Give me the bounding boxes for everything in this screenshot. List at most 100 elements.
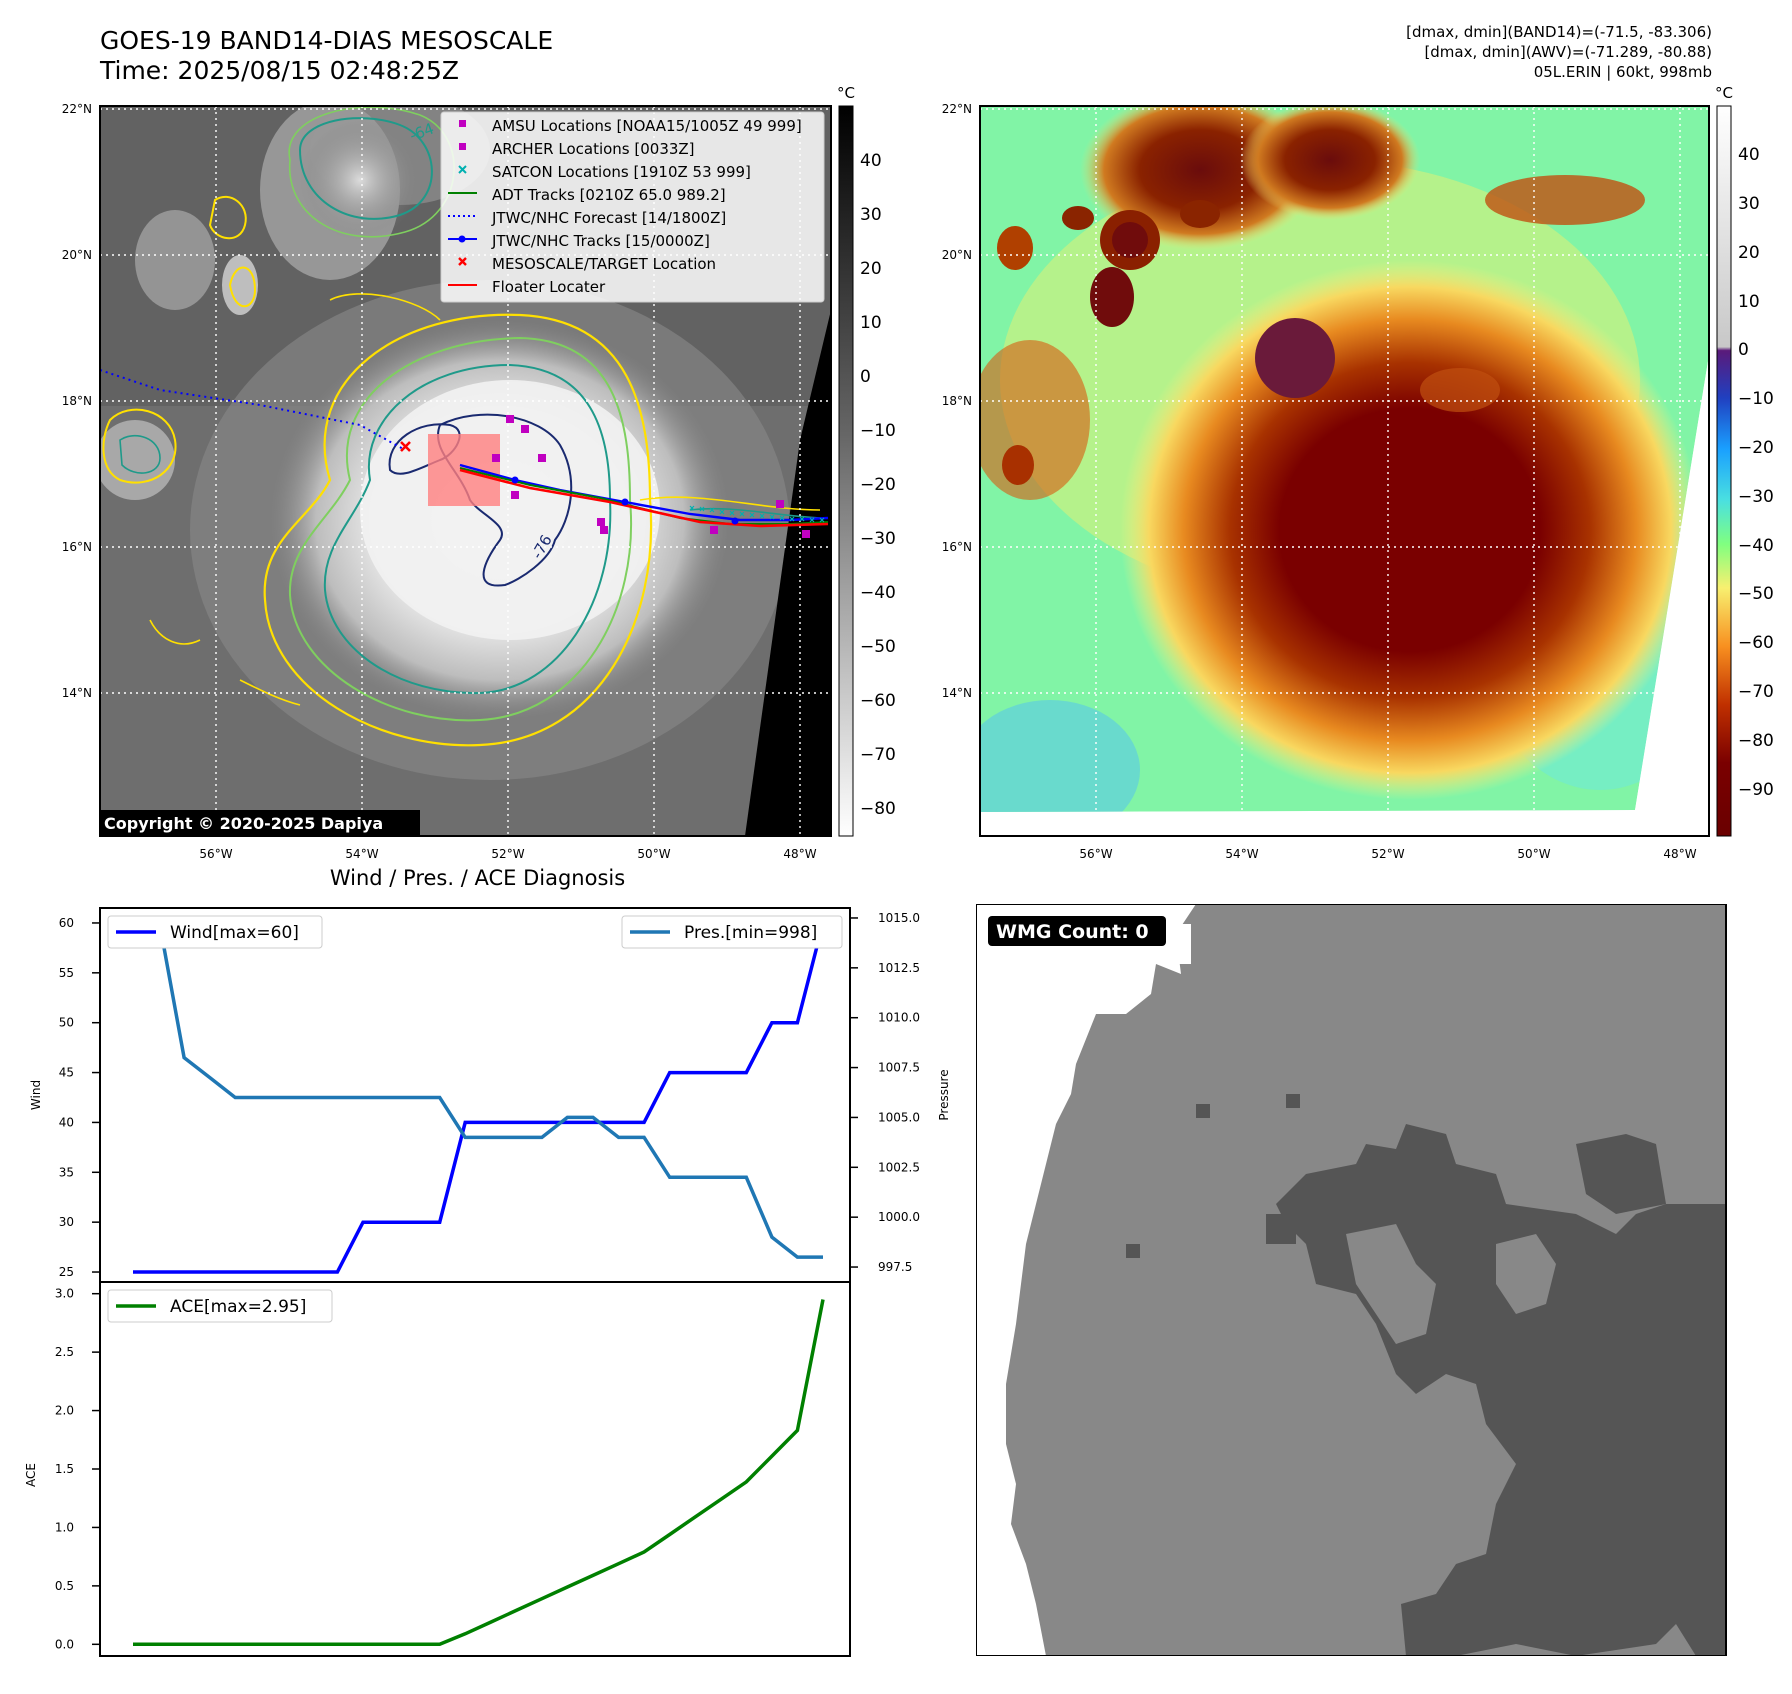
awv-gridlines [980,106,1709,812]
copyright-box [100,810,420,836]
stats-info: [dmax, dmin](BAND14)=(-71.5, -83.306) [d… [1406,22,1712,82]
lon-label: 56°W [199,847,232,860]
lat-label: 22°N [942,102,972,116]
wind-pres-axes [99,907,851,1283]
lon-label: 48°W [1663,847,1696,860]
legend-label-adt: ADT Tracks [0210Z 65.0 989.2] [492,186,726,204]
pres-tick: 1005.0 [878,1110,920,1124]
legend-label-amsu: AMSU Locations [NOAA15/1005Z 49 999] [492,117,802,135]
legend-marker-target [458,257,467,266]
lat-label: 18°N [62,394,92,408]
cb-tick: −80 [860,799,896,819]
legend-label-archer: ARCHER Locations [0033Z] [492,140,695,158]
wmg-panel: WMG Count: 0 [976,904,1727,1656]
legend-marker-amsu [459,120,466,127]
floater-locater-track [459,468,829,528]
diagnosis-title: Wind / Pres. / ACE Diagnosis [329,866,626,890]
cb-tick: −10 [860,421,896,441]
cb-tick: −60 [1738,633,1774,653]
cb-tick: 0 [860,367,871,387]
cb-tick: −30 [1738,487,1774,507]
wmg-frame [976,904,1727,1656]
legend-label-satcon: SATCON Locations [1910Z 53 999] [492,163,751,181]
ace-axis-label: ACE [24,1463,38,1487]
lon-label: 52°W [491,847,524,860]
legend-marker-satcon [458,165,467,174]
target-location-marker [400,441,411,452]
ace-tick: 3.0 [55,1287,74,1301]
lat-label: 20°N [942,248,972,262]
awv-colorbar [1716,105,1732,837]
ace-ticks: 3.0 2.5 2.0 1.5 1.0 0.5 0.0 [55,1287,74,1652]
cb-tick: −50 [860,637,896,657]
ace-legend-label: ACE[max=2.95] [170,1297,306,1317]
cb-tick: 40 [1738,145,1760,165]
legend-label-target: MESOSCALE/TARGET Location [492,255,716,273]
wind-legend-label: Wind[max=60] [170,923,299,943]
ace-tick: 1.5 [55,1462,74,1476]
wmg-missing-region [976,904,1196,1656]
wind-tick: 30 [59,1215,74,1229]
pressure-ticks: 1015.0 1012.5 1010.0 1007.5 1005.0 1002.… [878,911,920,1274]
cb-tick: −50 [1738,584,1774,604]
cb-tick: −70 [860,745,896,765]
ir-lat-labels: 22°N 20°N 18°N 16°N 14°N [62,102,92,700]
cb-tick: 40 [860,151,882,171]
track-point [621,498,629,506]
cb-tick: −40 [1738,536,1774,556]
wind-axis-label: Wind [29,1080,43,1110]
ace-series-line [133,1299,825,1647]
legend-label-floater: Floater Locater [492,278,606,296]
title-line-2: Time: 2025/08/15 02:48:25Z [100,56,459,85]
pres-tick: 1000.0 [878,1210,920,1224]
satcon-markers [689,505,825,523]
ir-lon-labels: 56°W 54°W 52°W 50°W 48°W [199,847,816,860]
ace-tick: 0.0 [55,1637,74,1651]
track-point [511,476,519,484]
pres-tick: 1015.0 [878,911,920,925]
ace-axes [99,1281,851,1657]
pressure-legend: Pres.[min=998] [621,915,843,949]
cb-tick: 0 [1738,340,1749,360]
chart-title: GOES-19 BAND14-DIAS MESOSCALE Time: 2025… [100,26,553,86]
track-point [731,517,739,525]
lon-label: 52°W [1371,847,1404,860]
cb-tick: −80 [1738,731,1774,751]
wind-series-line [133,922,825,1274]
legend-marker-archer [459,143,466,150]
cb-tick: −70 [1738,682,1774,702]
awv-map-panel: 22°N 20°N 18°N 16°N 14°N 56°W 54°W 52°W … [942,84,1774,860]
lon-label: 54°W [345,847,378,860]
lon-label: 48°W [783,847,816,860]
lat-label: 20°N [62,248,92,262]
wind-tick: 40 [59,1115,74,1129]
pres-tick: 1007.5 [878,1061,920,1075]
cb-tick: −20 [860,475,896,495]
lat-label: 16°N [942,540,972,554]
ace-legend: ACE[max=2.95] [107,1289,333,1323]
cb-tick: 20 [1738,243,1760,263]
cb-tick: −60 [860,691,896,711]
cb-tick: −20 [1738,438,1774,458]
pres-tick: 1012.5 [878,961,920,975]
ir-colorbar [838,105,854,837]
ace-tick: 1.0 [55,1520,74,1534]
awv-lat-labels: 22°N 20°N 18°N 16°N 14°N [942,102,972,700]
cb-tick: −90 [1738,780,1774,800]
wind-ticks: 60 55 50 45 40 35 30 25 [59,916,74,1279]
ir-colorbar-ticks: 40 30 20 10 0 −10 −20 −30 −40 −50 −60 −7… [860,151,896,819]
lon-label: 50°W [1517,847,1550,860]
lat-label: 22°N [62,102,92,116]
awv-colorbar-ticks: 40 30 20 10 0 −10 −20 −30 −40 −50 −60 −7… [1738,145,1774,800]
cb-tick: 30 [860,205,882,225]
wind-tick: 35 [59,1165,74,1179]
ace-tick: 2.0 [55,1404,74,1418]
lat-label: 16°N [62,540,92,554]
info-line-1: [dmax, dmin](BAND14)=(-71.5, -83.306) [1406,23,1712,41]
wind-tick: 60 [59,916,74,930]
cb-tick: 20 [860,259,882,279]
info-line-2: [dmax, dmin](AWV)=(-71.289, -80.88) [1424,43,1712,61]
lat-label: 14°N [62,686,92,700]
amsu-archer-markers [492,415,810,538]
wind-tick: 45 [59,1066,74,1080]
